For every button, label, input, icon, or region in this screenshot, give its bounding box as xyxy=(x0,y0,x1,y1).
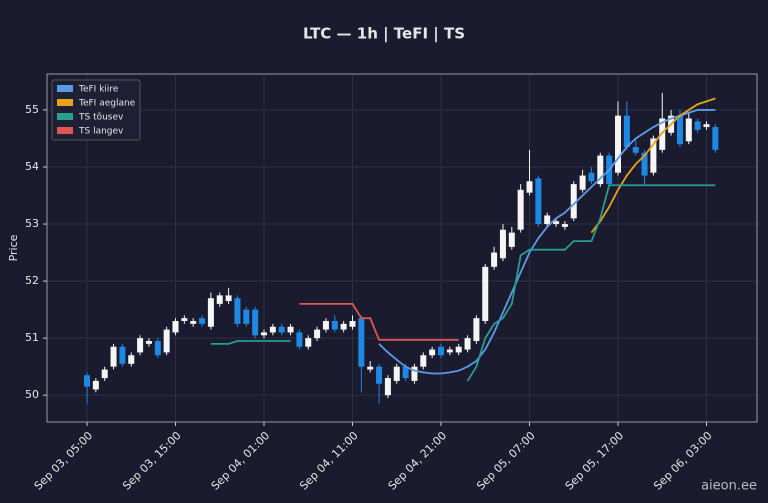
candle-body xyxy=(411,366,418,381)
candle-body xyxy=(243,309,250,324)
candle-body xyxy=(473,318,480,341)
legend-swatch xyxy=(57,85,73,92)
legend-label: TS langev xyxy=(78,127,124,137)
y-tick-label: 54 xyxy=(25,160,39,173)
candle-body xyxy=(526,181,533,193)
y-tick-label: 52 xyxy=(25,274,39,287)
candle-body xyxy=(446,349,453,353)
candle-body xyxy=(340,323,347,330)
candle-body xyxy=(499,229,506,259)
candle-body xyxy=(154,340,161,356)
candle-body xyxy=(641,152,648,176)
candle-body xyxy=(287,326,294,333)
candle-body xyxy=(314,329,321,339)
candle-body xyxy=(632,147,639,153)
candle-body xyxy=(137,338,144,353)
legend-box xyxy=(51,79,141,141)
y-tick-label: 53 xyxy=(25,217,39,230)
candle-body xyxy=(570,184,577,219)
candle-body xyxy=(429,349,436,356)
legend-label: TeFI aeglane xyxy=(78,99,136,109)
candle-body xyxy=(207,298,214,327)
indicator-line xyxy=(590,97,716,234)
candle-body xyxy=(517,189,524,230)
candle-body xyxy=(579,175,586,190)
candle-body xyxy=(110,346,117,367)
candle-body xyxy=(331,321,338,330)
candle-body xyxy=(296,332,303,347)
candle-body xyxy=(544,215,551,225)
candle-body xyxy=(615,115,621,173)
candle-body xyxy=(261,332,267,336)
indicator-line xyxy=(210,184,716,382)
candle-body xyxy=(491,252,498,267)
candle-body xyxy=(92,380,99,390)
candle-body xyxy=(278,326,285,333)
candle-body xyxy=(181,318,188,322)
candle-body xyxy=(163,329,170,353)
candle-body xyxy=(128,355,135,364)
candle-body xyxy=(119,346,126,364)
plot-frame xyxy=(46,73,758,423)
candle-body xyxy=(358,318,365,367)
y-tick-label: 51 xyxy=(25,331,39,344)
candle-body xyxy=(225,295,232,302)
candle-body xyxy=(685,118,692,142)
candle-body xyxy=(464,338,471,350)
legend-label: TeFI kiire xyxy=(78,85,119,95)
candle-body xyxy=(650,138,657,173)
candle-body xyxy=(101,369,108,379)
candle-body xyxy=(703,124,710,128)
candle-body xyxy=(199,318,206,324)
candle-body xyxy=(269,326,276,333)
candle-body xyxy=(367,366,374,370)
watermark: aieon.ee xyxy=(701,479,757,494)
candle-body xyxy=(482,266,489,322)
candle-body xyxy=(623,115,630,148)
y-tick-label: 55 xyxy=(25,103,39,116)
indicator-line xyxy=(299,303,459,341)
y-axis-label: Price xyxy=(7,234,20,261)
candle-body xyxy=(252,309,259,336)
legend-label: TS tõusev xyxy=(78,113,124,123)
candle-body xyxy=(384,378,391,396)
candle-body xyxy=(349,321,356,327)
candle-body xyxy=(455,346,462,353)
candle-body xyxy=(402,366,409,379)
candle-body xyxy=(712,127,719,150)
indicator-line xyxy=(378,109,716,375)
candle-body xyxy=(190,321,197,324)
candle-body xyxy=(535,178,542,225)
candle-body xyxy=(676,115,683,145)
candle-body xyxy=(376,366,383,384)
candle-body xyxy=(438,346,444,356)
candle-body xyxy=(597,155,604,185)
candle-body xyxy=(588,172,595,182)
legend-swatch xyxy=(57,99,73,106)
candle-body xyxy=(216,295,223,304)
candle-body xyxy=(172,321,179,333)
candle-body xyxy=(420,355,427,367)
candle-body xyxy=(322,321,329,330)
candle-body xyxy=(561,224,568,227)
candle-body xyxy=(553,221,560,225)
candle-body xyxy=(508,232,515,247)
candle-body xyxy=(393,366,400,381)
candle-body xyxy=(234,298,241,324)
candle-body xyxy=(694,121,701,130)
y-tick-label: 50 xyxy=(25,388,39,401)
legend-swatch xyxy=(57,127,73,134)
candle-body xyxy=(145,340,152,344)
candle-body xyxy=(305,338,312,347)
legend-swatch xyxy=(57,113,73,120)
chart-title: LTC — 1h | TeFI | TS xyxy=(303,25,465,44)
candle-body xyxy=(84,375,90,387)
